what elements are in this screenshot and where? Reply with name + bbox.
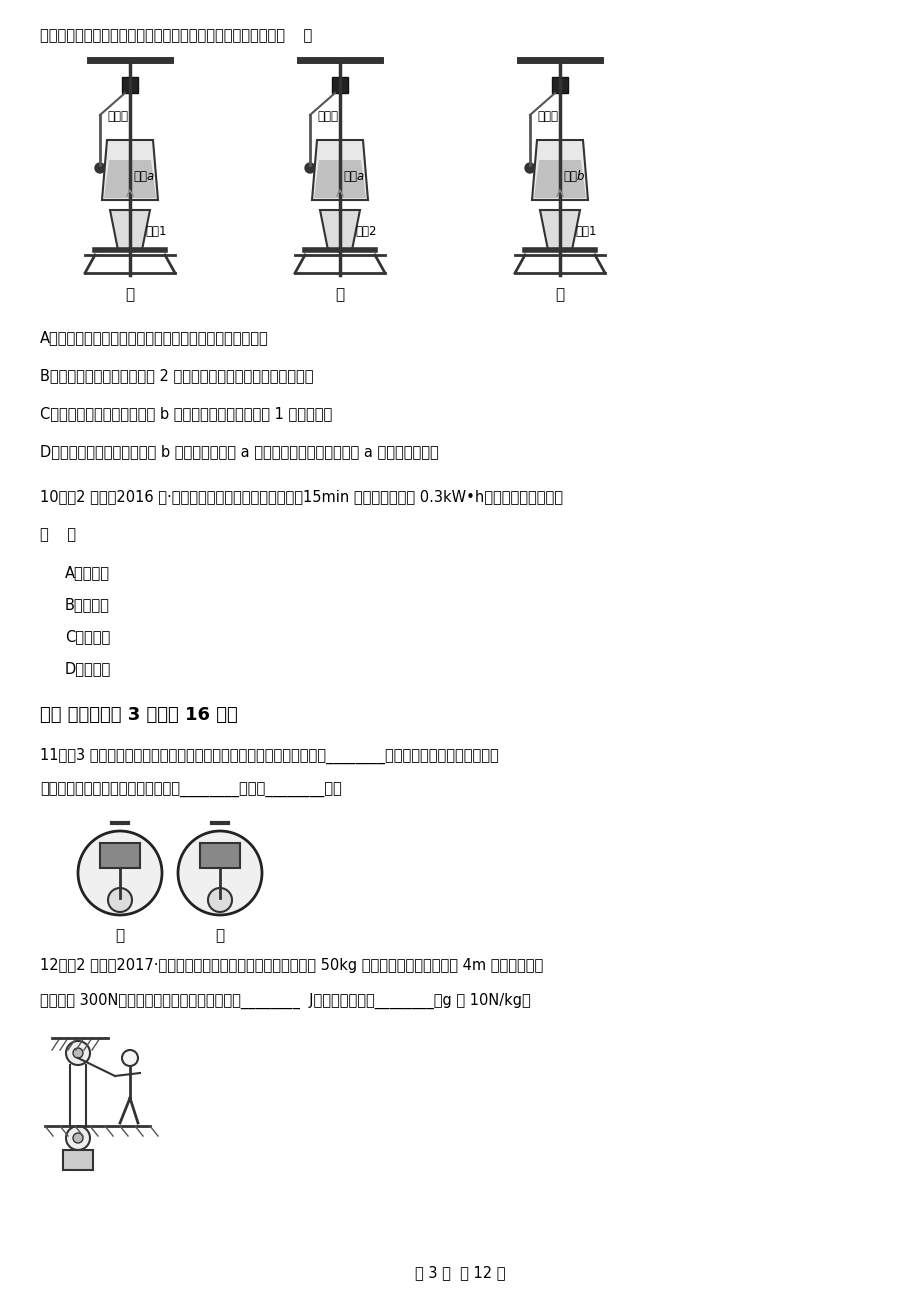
Bar (551, 77, 567, 92)
Text: C．对比乙丙两图，如果液体 b 最终升温较高，说明燃料 1 的热值较大: C．对比乙丙两图，如果液体 b 最终升温较高，说明燃料 1 的热值较大 (40, 406, 332, 421)
Text: B．对比甲乙两图，如果燃料 2 的热值较高，最终乙图液体内能较大: B．对比甲乙两图，如果燃料 2 的热值较高，最终乙图液体内能较大 (40, 368, 313, 383)
Text: 丙: 丙 (555, 286, 564, 302)
Circle shape (78, 831, 162, 915)
Bar (122, 77, 138, 92)
Text: 乙: 乙 (335, 286, 345, 302)
Circle shape (66, 1126, 90, 1150)
Text: 甲: 甲 (115, 928, 124, 943)
Text: 温度计: 温度计 (537, 109, 558, 122)
Text: 液体a: 液体a (133, 171, 154, 184)
Text: （    ）: （ ） (40, 527, 76, 542)
Text: 燃料1: 燃料1 (574, 225, 596, 238)
Text: 用拉力为 300N，此过程中机械所做的有用功为________  J，机械效率约为________（g 取 10N/kg）: 用拉力为 300N，此过程中机械所做的有用功为________ J，机械效率约为… (40, 993, 530, 1009)
Circle shape (108, 888, 131, 911)
Circle shape (525, 163, 535, 173)
Bar (551, 177, 567, 193)
Circle shape (95, 163, 105, 173)
Text: 体的初温与质量也相同，不考虑热量损失．下列选择正确的是（    ）: 体的初温与质量也相同，不考虑热量损失．下列选择正确的是（ ） (40, 29, 312, 43)
Circle shape (66, 1042, 90, 1065)
Text: 温度计: 温度计 (317, 109, 337, 122)
Bar (100, 842, 140, 868)
Polygon shape (312, 141, 368, 201)
Polygon shape (320, 210, 359, 250)
Text: B．电冰箱: B．电冰箱 (65, 598, 109, 612)
Polygon shape (110, 210, 150, 250)
Polygon shape (313, 160, 366, 198)
Text: A．对比乙丙两图液体最终升温可以比较两种液体的比热容: A．对比乙丙两图液体最终升温可以比较两种液体的比热容 (40, 329, 268, 345)
Text: 冲程，则另一冲程中能量转化情况为________转化为________能．: 冲程，则另一冲程中能量转化情况为________转化为________能． (40, 783, 341, 798)
Text: 温度计: 温度计 (107, 109, 128, 122)
Circle shape (122, 1049, 138, 1066)
Bar (199, 842, 240, 868)
Text: 液体a: 液体a (343, 171, 364, 184)
Text: 10．（2 分）（2016 九·阳山月考）某用电器正常工作时，15min 内消耗的电能是 0.3kW•h，这个用电器可能是: 10．（2 分）（2016 九·阳山月考）某用电器正常工作时，15min 内消耗… (40, 490, 562, 504)
Text: 11．（3 分）如图所示，是四冲程汽油机工作的部分冲程示意图，其中________图是依靠飞轮的惯性来完成的: 11．（3 分）如图所示，是四冲程汽油机工作的部分冲程示意图，其中_______… (40, 749, 498, 764)
Polygon shape (531, 141, 587, 201)
Text: C．电视机: C．电视机 (65, 629, 110, 644)
Text: 液体b: 液体b (562, 171, 584, 184)
Text: 第 3 页  共 12 页: 第 3 页 共 12 页 (414, 1266, 505, 1280)
Text: D．对比甲丙两图，如果液体 b 的比热容比液体 a 大，升高相同的温度，液体 a 需加热较长时间: D．对比甲丙两图，如果液体 b 的比热容比液体 a 大，升高相同的温度，液体 a… (40, 444, 438, 460)
Text: 燃料2: 燃料2 (355, 225, 376, 238)
Text: 甲: 甲 (125, 286, 134, 302)
Bar (332, 177, 347, 193)
Circle shape (208, 888, 232, 911)
Polygon shape (102, 141, 158, 201)
Text: 二、 填空题（共 3 题；共 16 分）: 二、 填空题（共 3 题；共 16 分） (40, 706, 237, 724)
Text: A．空调器: A．空调器 (65, 565, 110, 579)
Circle shape (305, 163, 314, 173)
Circle shape (177, 831, 262, 915)
Text: D．收音机: D．收音机 (65, 661, 111, 676)
Text: 乙: 乙 (215, 928, 224, 943)
Polygon shape (539, 210, 579, 250)
Polygon shape (533, 160, 585, 198)
Bar (332, 77, 347, 92)
Text: 燃料1: 燃料1 (145, 225, 166, 238)
Circle shape (73, 1048, 83, 1059)
Circle shape (73, 1133, 83, 1143)
Polygon shape (104, 160, 156, 198)
Text: 12．（2 分）（2017·锦州模拟）如图所示，工人通过动滑轮把 50kg 的水泥从地面缓慢提升到 4m 高的楼顶，所: 12．（2 分）（2017·锦州模拟）如图所示，工人通过动滑轮把 50kg 的水… (40, 958, 542, 973)
Bar (62, 1150, 93, 1170)
Bar (122, 177, 138, 193)
